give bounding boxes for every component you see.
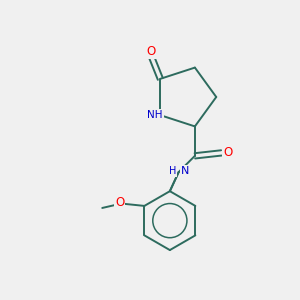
Text: NH: NH [147,110,163,120]
Text: O: O [147,45,156,58]
Text: O: O [115,196,124,209]
Text: N: N [181,166,189,176]
Text: O: O [223,146,232,159]
Text: H: H [169,166,176,176]
